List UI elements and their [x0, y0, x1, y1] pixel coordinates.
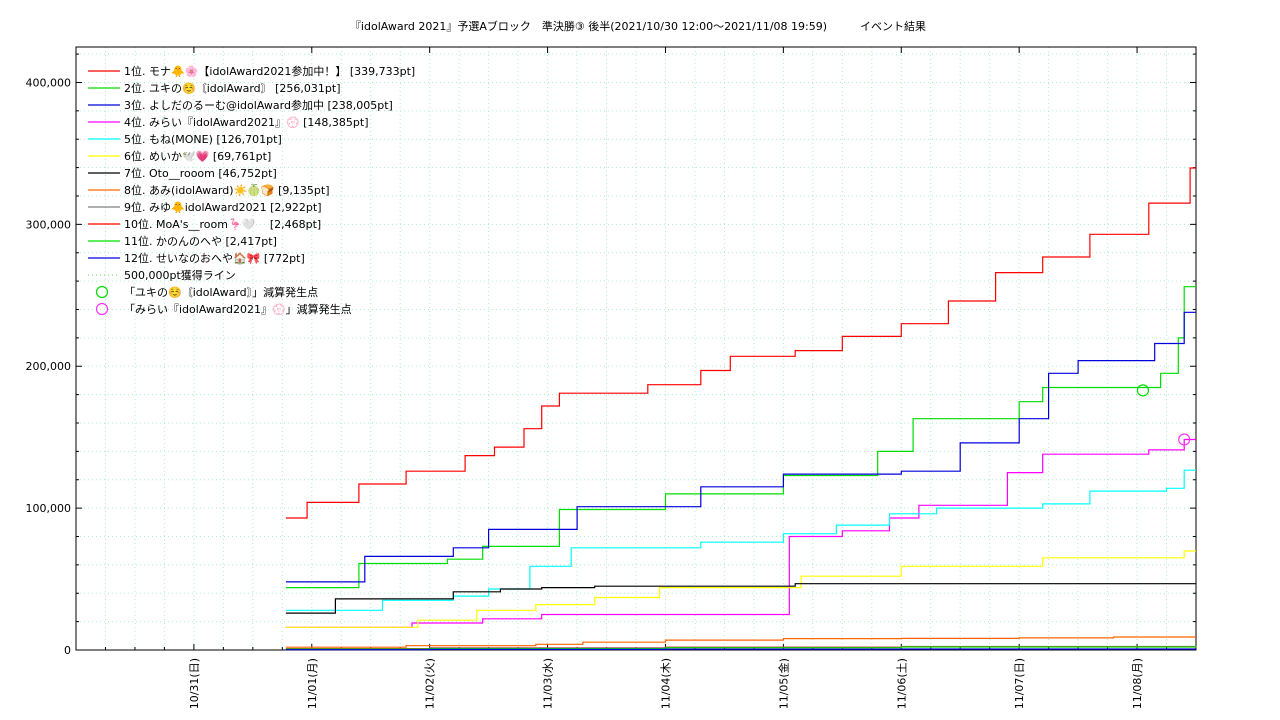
y-tick-label: 100,000 — [26, 502, 72, 515]
x-tick-label: 11/08(月) — [1131, 658, 1144, 709]
deduction-marker-2 — [1178, 433, 1191, 446]
x-tick-label: 11/03(水) — [542, 658, 555, 709]
legend-marker-icon — [95, 302, 109, 316]
legend-label: 8位. あみ(idolAward)☀️🍈🍞 [9,135pt] — [124, 183, 329, 197]
legend-label: 4位. みらい『idolAward2021』💮 [148,385pt] — [124, 115, 369, 129]
x-tick-label: 10/31(日) — [188, 658, 201, 709]
legend-label: 12位. せいなのおへや🏠🎀 [772pt] — [124, 251, 305, 265]
x-tick-label: 11/01(月) — [306, 658, 319, 709]
series-line-2 — [285, 286, 1196, 589]
legend-label: 3位. よしだのるーむ@idolAward参加中 [238,005pt] — [124, 98, 393, 112]
legend-label: 7位. Oto__rooom [46,752pt] — [124, 166, 277, 180]
legend-label: 5位. もね(MONE) [126,701pt] — [124, 132, 282, 146]
x-tick-label: 11/07(日) — [1013, 658, 1026, 709]
y-tick-label: 400,000 — [26, 76, 72, 89]
y-tick-label: 0 — [64, 644, 71, 657]
x-tick-label: 11/04(木) — [659, 658, 672, 709]
legend: 1位. モナ🐥🌸【idolAward2021参加中！】 [339,733pt] 2… — [88, 64, 415, 316]
deduction-marker-1 — [1136, 384, 1150, 397]
y-tick-label: 200,000 — [26, 360, 72, 373]
legend-label: 9位. みゆ🐥idolAward2021 [2,922pt] — [124, 200, 322, 214]
legend-label: 10位. MoA's__room🦩🤍 [2,468pt] — [124, 217, 321, 231]
series-line-3 — [285, 311, 1196, 583]
y-tick-label: 300,000 — [26, 218, 72, 231]
legend-label-reference: 500,000pt獲得ライン — [124, 269, 236, 282]
axes: 0 100,000 200,000 300,000 400,000 10/31(日) 11/… — [26, 47, 1196, 709]
legend-label: 1位. モナ🐥🌸【idolAward2021参加中！】 [339,733pt] — [124, 64, 415, 78]
x-tick-label: 11/02(火) — [424, 658, 437, 709]
series-line-6 — [285, 550, 1196, 628]
chart-title: 『idolAward 2021』予選Aブロック 準決勝③ 後半(2021/10/… — [350, 19, 926, 33]
series-line-7 — [285, 583, 1196, 614]
series-line-12 — [285, 648, 1197, 651]
x-tick-label: 11/06(土) — [895, 658, 908, 709]
x-tick-label: 11/05(金) — [776, 658, 790, 709]
legend-label: 2位. ユキの☺️〘idolAward〙 [256,031pt] — [124, 81, 341, 95]
series-line-1 — [285, 167, 1196, 519]
deduction-markers — [1136, 384, 1191, 446]
series-line-8 — [285, 636, 1196, 648]
legend-marker-icon — [95, 285, 109, 299]
series-line-4 — [285, 438, 1196, 628]
series-line-5 — [285, 469, 1196, 611]
legend-label: 11位. かのんのへや [2,417pt] — [124, 234, 277, 248]
legend-label-marker: 「ユキの☺️〘idolAward〙」減算発生点 — [124, 285, 318, 299]
series-lines — [285, 167, 1197, 651]
legend-label: 6位. めいか🕊️💗 [69,761pt] — [124, 149, 271, 163]
grid — [76, 47, 1196, 650]
legend-label-marker: 「みらい『idolAward2021』💮」減算発生点 — [124, 302, 352, 316]
